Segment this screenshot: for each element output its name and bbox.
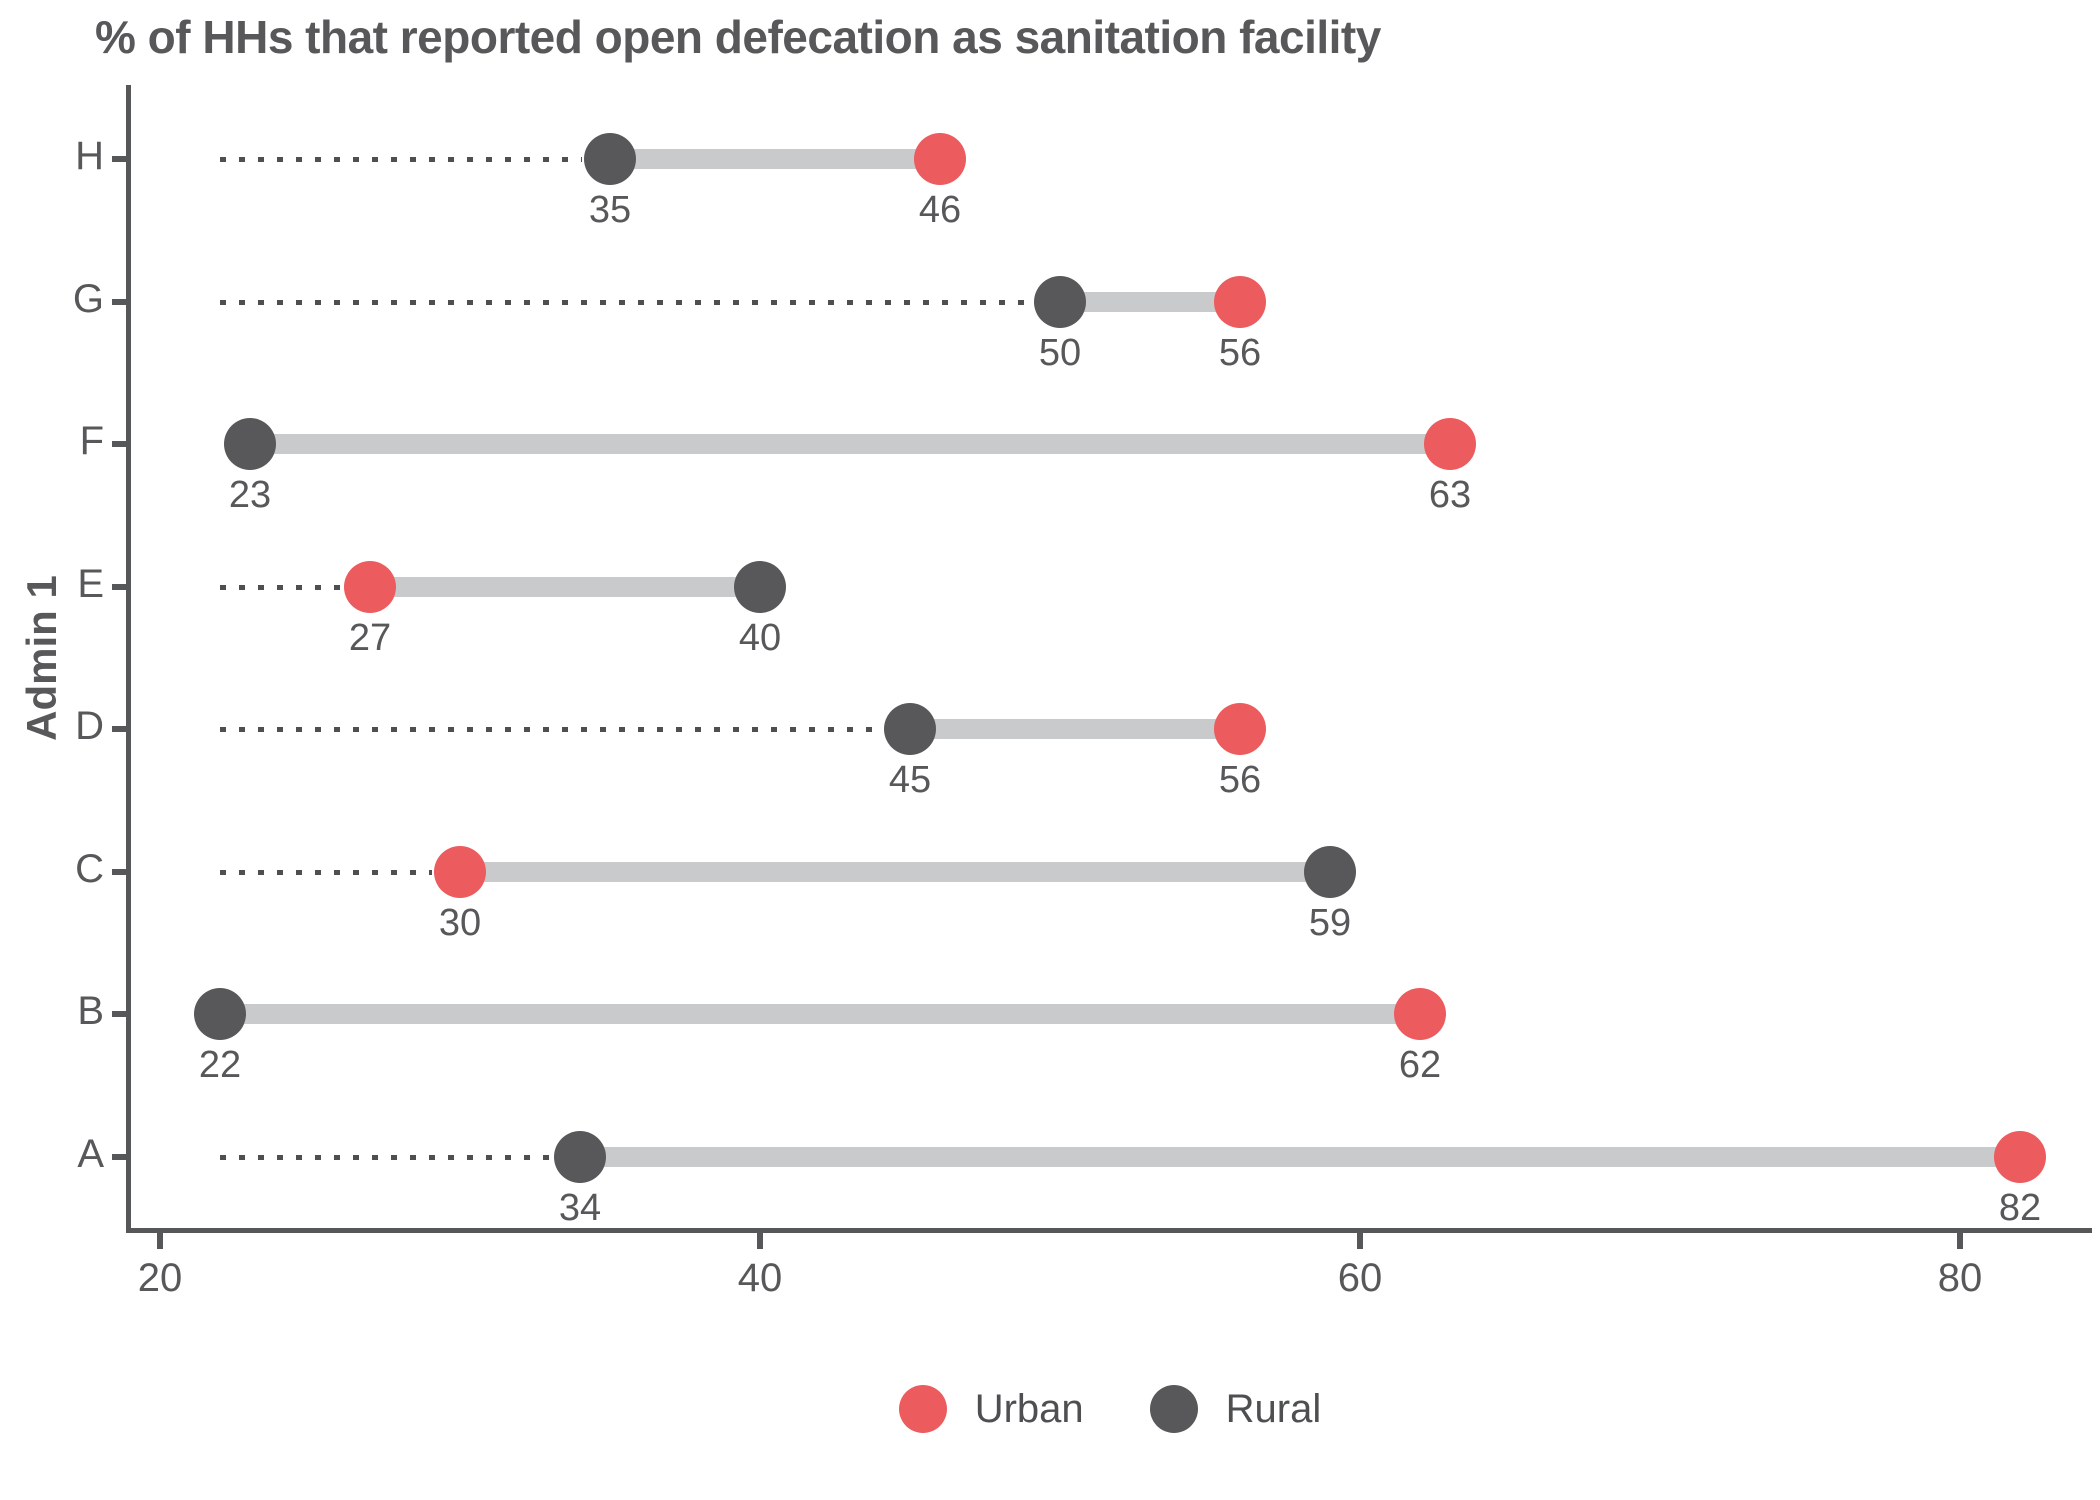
y-cat-label: E: [77, 561, 104, 606]
dotted-leader: [220, 727, 882, 733]
urban-dot: [344, 560, 396, 613]
y-tick-mark: [112, 1011, 126, 1018]
urban-dot: [1394, 988, 1446, 1041]
x-tick-label: 20: [137, 1256, 183, 1300]
dotted-leader: [220, 584, 342, 590]
rural-dot-icon: [1149, 1385, 1198, 1433]
dotted-leader: [220, 869, 432, 875]
legend-label-urban: Urban: [974, 1386, 1084, 1431]
rural-value-label: 59: [1308, 901, 1352, 944]
rural-dot: [554, 1130, 606, 1183]
y-tick-mark: [112, 726, 126, 733]
y-axis-line: [126, 85, 131, 1233]
urban-value-label: 82: [1998, 1186, 2042, 1229]
urban-value-label: 62: [1398, 1044, 1442, 1087]
chart-title: % of HHs that reported open defecation a…: [95, 11, 1381, 63]
y-cat-label: A: [77, 1131, 104, 1176]
connector-bar: [370, 576, 760, 597]
urban-value-label: 56: [1218, 331, 1262, 374]
y-cat-label: C: [75, 846, 104, 891]
x-tick-label: 60: [1337, 1256, 1383, 1300]
rural-dot: [734, 560, 786, 613]
urban-value-label: 46: [918, 189, 962, 232]
rural-dot: [1034, 275, 1086, 328]
legend-item-rural: Rural: [1149, 1385, 1322, 1433]
connector-bar: [580, 1146, 2020, 1167]
legend-label-rural: Rural: [1225, 1386, 1322, 1431]
y-cat-label: D: [75, 704, 104, 749]
y-tick-mark: [112, 583, 126, 590]
rural-value-label: 45: [888, 759, 932, 802]
rural-value-label: 23: [228, 474, 272, 517]
x-tick-label: 40: [737, 1256, 783, 1300]
y-tick-mark: [112, 298, 126, 305]
x-tick-mark: [757, 1233, 763, 1249]
connector-bar: [1060, 291, 1240, 312]
urban-dot: [1994, 1130, 2046, 1183]
urban-value-label: 30: [438, 901, 482, 944]
urban-dot: [914, 133, 966, 186]
y-cat-label: H: [75, 134, 104, 179]
y-cat-label: G: [72, 276, 104, 321]
rural-value-label: 35: [588, 189, 632, 232]
connector-bar: [910, 719, 1240, 740]
y-tick-mark: [112, 868, 126, 875]
rural-dot: [1304, 845, 1356, 898]
rural-value-label: 34: [558, 1186, 602, 1229]
urban-value-label: 27: [348, 616, 392, 659]
x-axis-line: [126, 1228, 2092, 1233]
connector-bar: [460, 861, 1330, 882]
y-cat-label: B: [77, 989, 104, 1034]
urban-value-label: 56: [1218, 759, 1262, 802]
x-tick-mark: [1357, 1233, 1363, 1249]
connector-bar: [610, 149, 940, 170]
dotted-leader: [220, 299, 1032, 305]
dotted-leader: [220, 1154, 552, 1160]
connector-bar: [250, 434, 1450, 455]
urban-dot: [1214, 703, 1266, 756]
urban-dot-icon: [898, 1385, 947, 1433]
dotted-leader: [220, 157, 582, 163]
urban-dot: [1424, 418, 1476, 471]
rural-value-label: 50: [1038, 331, 1082, 374]
rural-value-label: 22: [198, 1044, 242, 1087]
legend-item-urban: Urban: [898, 1385, 1084, 1433]
y-tick-mark: [112, 1153, 126, 1160]
x-tick-mark: [1957, 1233, 1963, 1249]
x-tick-mark: [157, 1233, 163, 1249]
connector-bar: [220, 1004, 1420, 1025]
x-tick-label: 80: [1937, 1256, 1983, 1300]
y-cat-label: F: [79, 419, 104, 464]
rural-dot: [884, 703, 936, 756]
rural-dot: [224, 418, 276, 471]
urban-value-label: 63: [1428, 474, 1472, 517]
urban-dot: [1214, 275, 1266, 328]
urban-dot: [434, 845, 486, 898]
y-tick-mark: [112, 156, 126, 163]
rural-value-label: 40: [738, 616, 782, 659]
y-tick-mark: [112, 441, 126, 448]
rural-dot: [584, 133, 636, 186]
rural-dot: [194, 988, 246, 1041]
legend: Urban Rural: [128, 1385, 2092, 1433]
